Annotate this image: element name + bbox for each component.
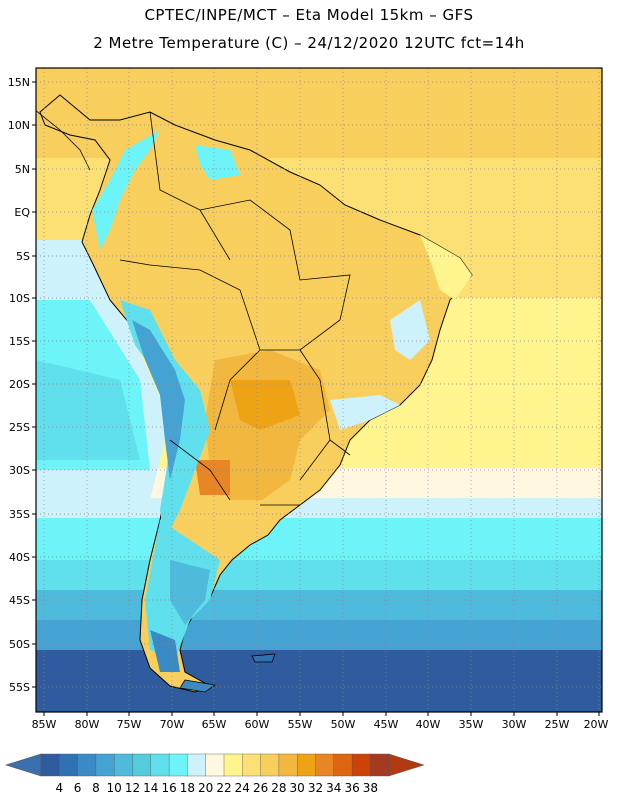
map-title-line-1: CPTEC/INPE/MCT – Eta Model 15km – GFS (144, 6, 474, 24)
colorbar-label: 34 (326, 781, 341, 795)
colorbar-swatch (113, 753, 134, 777)
colorbar-swatch (77, 753, 97, 777)
colorbar-swatch (132, 753, 152, 777)
map-frame (35, 67, 603, 713)
colorbar-label: 22 (216, 781, 231, 795)
colorbar-label: 36 (344, 781, 359, 795)
colorbar-label: 16 (161, 781, 176, 795)
colorbar-swatch (40, 753, 60, 777)
longitude-labels: 85W 80W 75W 70W 65W 60W 55W 50W 45W 40W … (32, 718, 609, 731)
lon-label: 80W (75, 718, 100, 731)
lat-label: 30S (9, 464, 30, 477)
colorbar-swatch (315, 753, 335, 777)
colorbar-swatch (260, 753, 280, 777)
lon-label: 55W (288, 718, 313, 731)
colorbar-label: 6 (74, 781, 82, 795)
colorbar-over-arrow (388, 753, 425, 777)
lon-label: 35W (459, 718, 484, 731)
colorbar-swatch (168, 753, 189, 777)
colorbar-label: 8 (92, 781, 100, 795)
lon-label: 30W (502, 718, 527, 731)
lat-label: 5S (16, 250, 30, 263)
colorbar-label: 10 (107, 781, 122, 795)
colorbar-swatch (150, 753, 170, 777)
temperature-field (36, 68, 602, 712)
lon-label: 85W (32, 718, 57, 731)
lon-label: 50W (331, 718, 356, 731)
lat-label: 20S (9, 378, 30, 391)
colorbar-label: 32 (308, 781, 323, 795)
lat-label: 45S (9, 594, 30, 607)
colorbar-swatch (297, 753, 317, 777)
colorbar-swatch (223, 753, 243, 777)
colorbar-swatch (351, 753, 372, 777)
colorbar-label: 4 (55, 781, 63, 795)
colorbar-swatch (333, 753, 353, 777)
lon-label: 70W (160, 718, 185, 731)
lat-label: 50S (9, 638, 30, 651)
colorbar-under-arrow (4, 753, 42, 777)
lat-label: 10N (8, 119, 30, 132)
lat-label: 15S (9, 335, 30, 348)
colorbar-swatch (187, 753, 207, 777)
colorbar-swatch (95, 753, 115, 777)
lat-label: 10S (9, 292, 30, 305)
colorbar-label: 20 (198, 781, 213, 795)
colorbar-label: 26 (253, 781, 268, 795)
colorbar-swatch (242, 753, 262, 777)
colorbar-label: 38 (363, 781, 378, 795)
colorbar-swatch (370, 753, 390, 777)
latitude-labels: 15N 10N 5N EQ 5S 10S 15S 20S 25S 30S 35S… (8, 76, 31, 694)
colorbar-label: 28 (271, 781, 286, 795)
lat-label: EQ (14, 206, 30, 219)
lat-label: 25S (9, 421, 30, 434)
lon-label: 65W (202, 718, 227, 731)
colorbar: 4 6 8 10 12 14 16 18 20 22 24 26 28 30 32 34 36 38 (4, 753, 425, 795)
temperature-map: 15N 10N 5N EQ 5S 10S 15S 20S 25S 30S 35S… (8, 67, 609, 731)
lat-label: 35S (9, 508, 30, 521)
colorbar-label: 30 (290, 781, 305, 795)
lat-label: 15N (8, 76, 30, 89)
lon-label: 40W (416, 718, 441, 731)
colorbar-label: 24 (235, 781, 250, 795)
lon-label: 75W (117, 718, 142, 731)
lon-label: 60W (245, 718, 270, 731)
colorbar-swatch (59, 753, 79, 777)
colorbar-label: 18 (180, 781, 195, 795)
lat-label: 55S (9, 681, 30, 694)
lon-label: 25W (545, 718, 570, 731)
lon-label: 45W (374, 718, 399, 731)
colorbar-label: 14 (143, 781, 158, 795)
graticule (36, 68, 602, 712)
map-title-line-2: 2 Metre Temperature (C) – 24/12/2020 12U… (93, 34, 525, 52)
lon-label: 20W (584, 718, 609, 731)
lat-label: 5N (15, 163, 30, 176)
axis-ticks (32, 81, 600, 716)
lat-label: 40S (9, 551, 30, 564)
colorbar-label: 12 (125, 781, 140, 795)
colorbar-swatch (205, 753, 225, 777)
colorbar-swatch (278, 753, 298, 777)
